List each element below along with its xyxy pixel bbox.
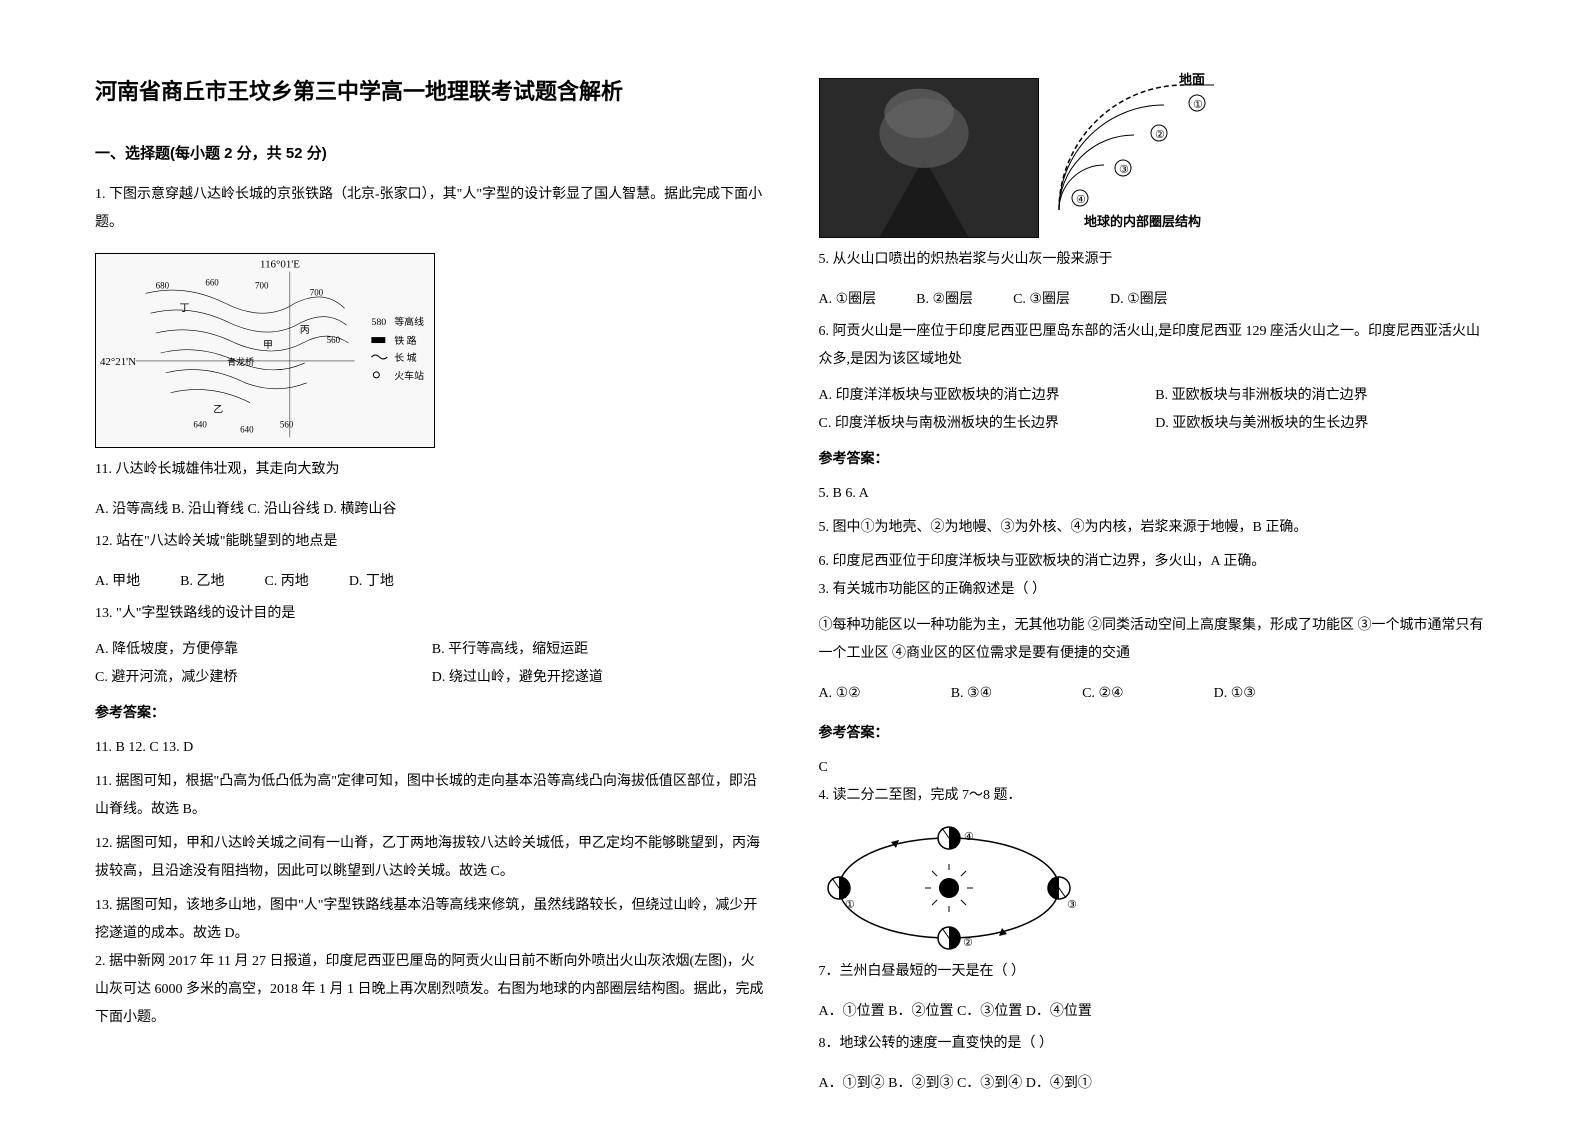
legend-contour: 等高线: [394, 315, 424, 328]
left-column: 河南省商丘市王坟乡第三中学高一地理联考试题含解析 一、选择题(每小题 2 分，共…: [95, 70, 769, 1052]
q13-text: 13. "人"字型铁路线的设计目的是: [95, 600, 769, 628]
q5-text: 5. 从火山口喷出的炽热岩浆与火山灰一般来源于: [819, 246, 1493, 274]
q12-opt-a: A. 甲地: [95, 568, 140, 596]
q3-opt-d: D. ①③: [1214, 680, 1256, 708]
svg-text:640: 640: [240, 425, 254, 435]
q7-options: A．①位置 B．②位置 C．③位置 D．④位置: [819, 998, 1493, 1026]
q8-options: A．①到② B．②到③ C．③到④ D．④到①: [819, 1070, 1493, 1098]
section-header: 一、选择题(每小题 2 分，共 52 分): [95, 139, 769, 169]
svg-text:青龙桥: 青龙桥: [227, 356, 254, 367]
q1-intro: 1. 下图示意穿越八达岭长城的京张铁路（北京-张家口），其"人"字型的设计彰显了…: [95, 181, 769, 237]
q6-opt-b: B. 亚欧板块与非洲板块的消亡边界: [1155, 382, 1492, 410]
q5-opt-c: C. ③圈层: [1013, 286, 1070, 314]
q1-exp12: 12. 据图可知，甲和八达岭关城之间有一山脊，乙丁两地海拔较八达岭关城低，甲乙定…: [95, 830, 769, 886]
volcano-figure: [819, 78, 1039, 238]
svg-text:②: ②: [963, 937, 973, 949]
q3-opt-b: B. ③④: [951, 680, 992, 708]
position-1: ①: [828, 877, 855, 911]
svg-text:①: ①: [845, 899, 855, 911]
svg-text:甲: 甲: [263, 340, 273, 351]
svg-text:④: ④: [964, 831, 974, 843]
q6-opt-a: A. 印度洋洋板块与亚欧板块的消亡边界: [819, 382, 1156, 410]
map-longitude-label: 116°01'E: [260, 258, 300, 270]
map-latitude-label: 42°21'N: [100, 356, 136, 368]
svg-text:丁: 丁: [180, 303, 190, 314]
structure-title: 地球的内部圈层结构: [1084, 214, 1201, 229]
q3-opt-c: C. ②④: [1082, 680, 1123, 708]
q13-options-row2: C. 避开河流，减少建桥 D. 绕过山岭，避免开挖遂道: [95, 664, 769, 692]
legend-railway: 铁 路: [394, 334, 416, 347]
svg-text:660: 660: [205, 277, 219, 287]
q1-answer-header: 参考答案：: [95, 698, 769, 726]
svg-text:700: 700: [310, 287, 324, 297]
svg-text:560: 560: [280, 420, 294, 430]
svg-text:②: ②: [1155, 129, 1165, 141]
svg-text:560: 560: [327, 335, 341, 345]
q12-opt-b: B. 乙地: [180, 568, 224, 596]
q1-answers: 11. B 12. C 13. D: [95, 734, 769, 762]
q5-opt-d: D. ①圈层: [1110, 286, 1168, 314]
q5-options: A. ①圈层 B. ②圈层 C. ③圈层 D. ①圈层: [819, 286, 1493, 314]
q13-opt-b: B. 平行等高线，缩短运距: [432, 636, 769, 664]
q3-statements: ①每种功能区以一种功能为主，无其他功能 ②同类活动空间上高度聚集，形成了功能区 …: [819, 612, 1493, 668]
svg-text:乙: 乙: [213, 404, 223, 416]
q2-intro: 2. 据中新网 2017 年 11 月 27 日报道，印度尼西亚巴厘岛的阿贡火山…: [95, 948, 769, 1032]
position-2: ②: [938, 927, 973, 949]
q12-options: A. 甲地 B. 乙地 C. 丙地 D. 丁地: [95, 568, 769, 596]
q6-opt-d: D. 亚欧板块与美洲板块的生长边界: [1155, 410, 1492, 438]
legend-station: 火车站: [394, 369, 424, 382]
svg-text:丙: 丙: [300, 325, 310, 336]
svg-text:③: ③: [1119, 164, 1129, 176]
q2-answer-header: 参考答案：: [819, 444, 1493, 472]
q3-answer-header: 参考答案：: [819, 718, 1493, 746]
q13-opt-d: D. 绕过山岭，避免开挖遂道: [432, 664, 769, 692]
q11-text: 11. 八达岭长城雄伟壮观，其走向大致为: [95, 456, 769, 484]
q5-opt-b: B. ②圈层: [916, 286, 973, 314]
map-figure: 116°01'E 42°21'N 680 660 700 700 560 640…: [95, 253, 435, 448]
right-column: 地面 ① ② ③ ④ 地球的内部圈层结构 5. 从火山口喷出的炽热岩浆与火山灰一…: [819, 70, 1493, 1052]
q12-text: 12. 站在"八达岭关城"能眺望到的地点是: [95, 528, 769, 556]
q3-answer: C: [819, 754, 1493, 782]
q12-opt-c: C. 丙地: [264, 568, 308, 596]
q2-exp5: 5. 图中①为地壳、②为地幔、③为外核、④为内核，岩浆来源于地幔，B 正确。: [819, 514, 1493, 542]
svg-text:640: 640: [193, 420, 207, 430]
q6-options-row2: C. 印度洋板块与南极洲板块的生长边界 D. 亚欧板块与美洲板块的生长边界: [819, 410, 1493, 438]
svg-text:①: ①: [1193, 99, 1203, 111]
q6-opt-c: C. 印度洋板块与南极洲板块的生长边界: [819, 410, 1156, 438]
q2-figures: 地面 ① ② ③ ④ 地球的内部圈层结构: [819, 70, 1493, 246]
q12-opt-d: D. 丁地: [349, 568, 394, 596]
q1-exp11: 11. 据图可知，根据"凸高为低凸低为高"定律可知，图中长城的走向基本沿等高线凸…: [95, 768, 769, 824]
q5-opt-a: A. ①圈层: [819, 286, 877, 314]
q4-intro: 4. 读二分二至图，完成 7～8 题．: [819, 782, 1493, 810]
q11-options: A. 沿等高线 B. 沿山脊线 C. 沿山谷线 D. 横跨山谷: [95, 496, 769, 524]
q8-text: 8．地球公转的速度一直变快的是（ ）: [819, 1030, 1493, 1058]
orbit-figure: ① ② ③ ④: [819, 818, 1079, 958]
svg-text:580: 580: [371, 317, 386, 328]
position-4: ④: [938, 827, 974, 849]
q6-options-row1: A. 印度洋洋板块与亚欧板块的消亡边界 B. 亚欧板块与非洲板块的消亡边界: [819, 382, 1493, 410]
q3-opt-a: A. ①②: [819, 680, 861, 708]
svg-text:④: ④: [1076, 194, 1086, 206]
q2-answers: 5. B 6. A: [819, 480, 1493, 508]
q13-opt-a: A. 降低坡度，方便停靠: [95, 636, 432, 664]
q6-text: 6. 阿贡火山是一座位于印度尼西亚巴厘岛东部的活火山,是印度尼西亚 129 座活…: [819, 318, 1493, 374]
q2-exp6: 6. 印度尼西亚位于印度洋板块与亚欧板块的消亡边界，多火山，A 正确。: [819, 548, 1493, 576]
svg-text:680: 680: [156, 280, 170, 290]
svg-text:③: ③: [1067, 899, 1077, 911]
page-title: 河南省商丘市王坟乡第三中学高一地理联考试题含解析: [95, 70, 769, 114]
svg-text:700: 700: [255, 280, 269, 290]
q3-intro: 3. 有关城市功能区的正确叙述是（ ）: [819, 576, 1493, 604]
q13-options-row1: A. 降低坡度，方便停靠 B. 平行等高线，缩短运距: [95, 636, 769, 664]
q1-exp13: 13. 据图可知，该地多山地，图中"人"字型铁路线基本沿等高线来修筑，虽然线路较…: [95, 892, 769, 948]
earth-structure-figure: 地面 ① ② ③ ④ 地球的内部圈层结构: [1049, 70, 1229, 230]
legend-wall: 长 城: [394, 352, 416, 364]
q7-text: 7．兰州白昼最短的一天是在（ ）: [819, 958, 1493, 986]
q3-options: A. ①② B. ③④ C. ②④ D. ①③: [819, 680, 1493, 708]
q13-opt-c: C. 避开河流，减少建桥: [95, 664, 432, 692]
